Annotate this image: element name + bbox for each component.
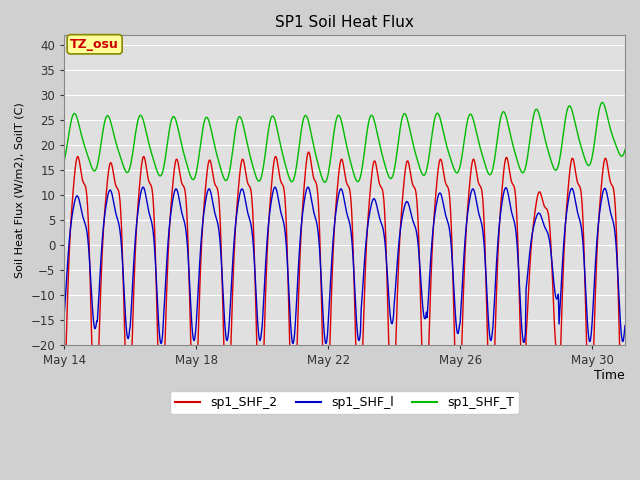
sp1_SHF_l bbox=[491, 299, 499, 304]
sp1_SHF_T bbox=[490, 161, 498, 167]
sp1_SHF_l bbox=[237, 187, 244, 193]
sp1_SHF_T bbox=[321, 180, 328, 185]
Y-axis label: Soil Heat Flux (W/m2), SoilT (C): Soil Heat Flux (W/m2), SoilT (C) bbox=[15, 102, 25, 278]
sp1_SHF_T bbox=[304, 116, 312, 121]
sp1_SHF_l bbox=[150, 242, 158, 248]
sp1_SHF_T bbox=[237, 115, 244, 121]
sp1_SHF_l bbox=[323, 341, 330, 347]
Line: sp1_SHF_l: sp1_SHF_l bbox=[65, 187, 625, 344]
sp1_SHF_l bbox=[286, 305, 294, 311]
sp1_SHF_l bbox=[304, 184, 312, 190]
sp1_SHF_2 bbox=[621, 396, 629, 401]
sp1_SHF_2 bbox=[304, 151, 312, 157]
sp1_SHF_T bbox=[621, 147, 629, 153]
sp1_SHF_2 bbox=[194, 351, 202, 357]
sp1_SHF_l bbox=[305, 184, 312, 190]
Line: sp1_SHF_T: sp1_SHF_T bbox=[65, 102, 625, 182]
sp1_SHF_2 bbox=[237, 162, 244, 168]
Title: SP1 Soil Heat Flux: SP1 Soil Heat Flux bbox=[275, 15, 414, 30]
sp1_SHF_2 bbox=[150, 220, 158, 226]
sp1_SHF_T bbox=[194, 162, 202, 168]
sp1_SHF_T bbox=[150, 160, 158, 166]
sp1_SHF_2 bbox=[305, 149, 312, 155]
sp1_SHF_l bbox=[621, 323, 629, 328]
sp1_SHF_T bbox=[286, 176, 294, 182]
Legend: sp1_SHF_2, sp1_SHF_l, sp1_SHF_T: sp1_SHF_2, sp1_SHF_l, sp1_SHF_T bbox=[170, 391, 519, 414]
sp1_SHF_2 bbox=[61, 396, 68, 401]
Line: sp1_SHF_2: sp1_SHF_2 bbox=[65, 152, 625, 434]
sp1_SHF_l bbox=[194, 298, 202, 303]
X-axis label: Time: Time bbox=[595, 369, 625, 382]
sp1_SHF_2 bbox=[491, 354, 499, 360]
sp1_SHF_T bbox=[598, 99, 606, 105]
sp1_SHF_l bbox=[61, 311, 68, 316]
sp1_SHF_T bbox=[61, 157, 68, 163]
sp1_SHF_2 bbox=[323, 431, 330, 437]
sp1_SHF_2 bbox=[286, 342, 294, 348]
Text: TZ_osu: TZ_osu bbox=[70, 38, 119, 51]
